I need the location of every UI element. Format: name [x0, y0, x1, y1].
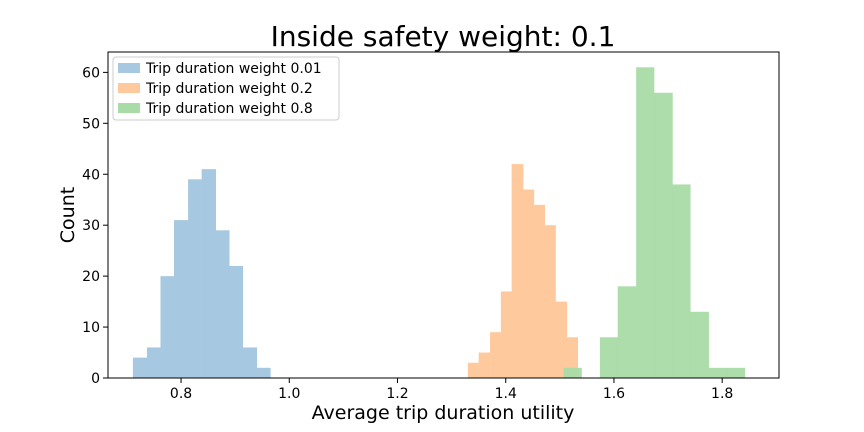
legend: Trip duration weight 0.01 Trip duration w…	[112, 56, 340, 121]
histogram-bar	[132, 357, 148, 379]
histogram-bar	[563, 367, 582, 378]
histogram-bar	[146, 347, 161, 378]
histogram-bar	[201, 169, 216, 378]
histogram-bar	[523, 189, 535, 378]
y-axis-label: Count	[57, 187, 79, 243]
legend-swatch	[118, 83, 140, 93]
histogram-bar	[544, 225, 556, 378]
plot-frame	[107, 51, 780, 379]
histogram-bar	[726, 367, 746, 378]
histogram-bar	[478, 352, 491, 378]
histogram-bar	[708, 367, 727, 378]
histogram-bars	[132, 67, 746, 379]
y-tick-label: 30	[82, 218, 100, 234]
histogram-bar	[229, 265, 244, 378]
y-tick-label: 60	[82, 65, 100, 81]
legend-label: Trip duration weight 0.2	[145, 81, 313, 97]
y-tick-label: 20	[82, 269, 100, 285]
histogram-bar	[599, 337, 619, 378]
histogram-bar	[636, 67, 655, 378]
histogram-bar	[256, 367, 271, 378]
x-axis-label: Average trip duration utility	[312, 402, 575, 424]
histogram-bar	[188, 179, 202, 378]
histogram-bar	[490, 332, 502, 378]
x-axis: 0.8 1.0 1.2 1.4 1.6 1.8	[170, 378, 733, 402]
histogram-bar	[215, 230, 230, 378]
x-tick-label: 1.6	[603, 386, 625, 402]
histogram-bar	[160, 276, 175, 379]
histogram-bar	[672, 184, 691, 378]
legend-swatch	[118, 63, 140, 73]
histogram-bar	[555, 301, 568, 378]
histogram-bar	[617, 286, 637, 378]
histogram-bar	[174, 220, 189, 378]
legend-box	[112, 56, 340, 121]
y-tick-label: 40	[82, 167, 100, 183]
histogram-bar	[500, 291, 512, 378]
y-tick-label: 10	[82, 320, 100, 336]
x-tick-label: 1.0	[278, 386, 300, 402]
legend-label: Trip duration weight 0.8	[145, 101, 313, 117]
histogram-bar	[533, 204, 545, 378]
legend-swatch	[118, 103, 140, 113]
x-tick-label: 1.4	[495, 386, 517, 402]
legend-label: Trip duration weight 0.01	[145, 61, 322, 77]
histogram-bar	[654, 92, 673, 378]
x-tick-label: 1.8	[711, 386, 733, 402]
y-axis: 0 10 20 30 40 50 60	[82, 65, 108, 387]
y-tick-label: 0	[91, 371, 100, 387]
histogram-bar	[467, 362, 479, 378]
histogram-bar	[242, 347, 258, 378]
histogram-bar	[511, 164, 524, 378]
x-tick-label: 0.8	[170, 386, 192, 402]
histogram-bar	[690, 311, 709, 378]
histogram-bar	[566, 337, 578, 378]
x-tick-label: 1.2	[386, 386, 408, 402]
chart-title: Inside safety weight: 0.1	[271, 20, 616, 53]
y-tick-label: 50	[82, 116, 100, 132]
